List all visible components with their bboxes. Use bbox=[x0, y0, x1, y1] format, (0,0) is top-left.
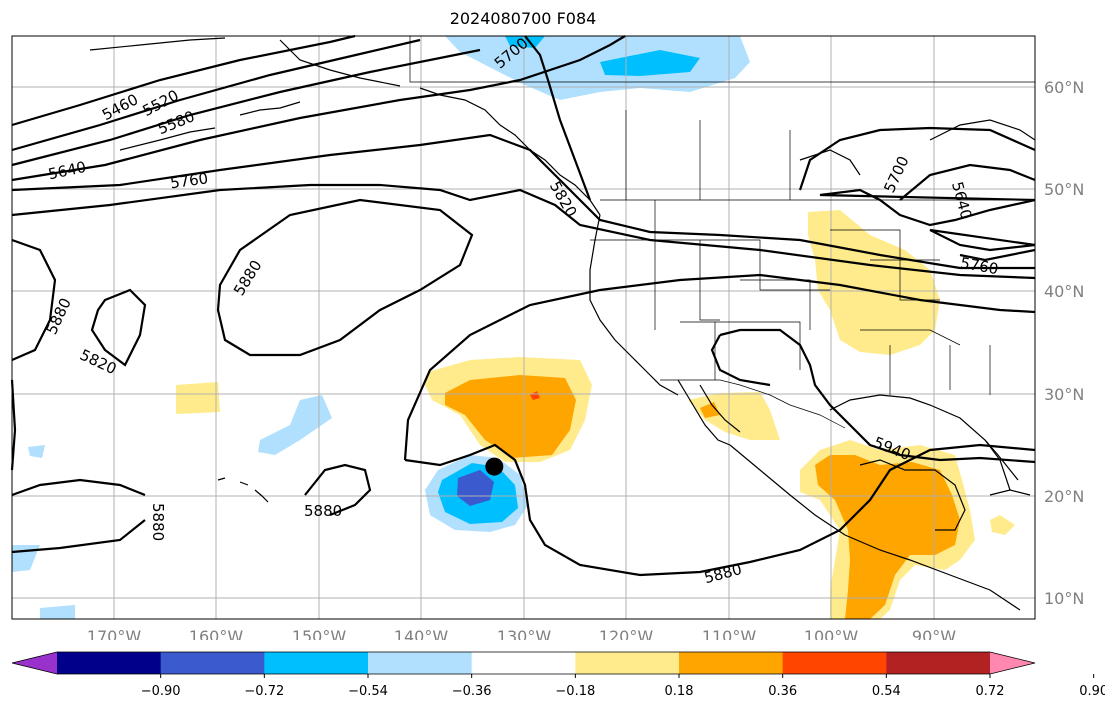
lon-label: 130°W bbox=[497, 627, 552, 640]
storm-position-marker bbox=[485, 457, 504, 476]
contour-label: 5820 bbox=[77, 346, 119, 378]
colorbar-segment bbox=[575, 652, 680, 674]
map-frame bbox=[11, 35, 1036, 620]
coastlines bbox=[89, 37, 1036, 611]
colorbar-tick-label: 0.18 bbox=[665, 684, 694, 699]
lon-label: 100°W bbox=[804, 627, 859, 640]
colorbar-ticks: −0.90 −0.72 −0.54 −0.36 −0.18 0.18 0.36 0.54 0.7… bbox=[141, 674, 1105, 699]
lon-label: 120°W bbox=[599, 627, 654, 640]
colorbar-tick-label: 0.72 bbox=[976, 684, 1005, 699]
lon-label: 170°W bbox=[87, 627, 142, 640]
contour-label: 5880 bbox=[42, 295, 74, 337]
lat-label: 20°N bbox=[1044, 487, 1084, 506]
lat-label: 40°N bbox=[1044, 282, 1084, 301]
contour-label: 5640 bbox=[47, 158, 88, 184]
colorbar-segment bbox=[471, 652, 576, 674]
lon-label: 110°W bbox=[702, 627, 757, 640]
contour-label: 5640 bbox=[948, 180, 975, 222]
colorbar-tick-label: −0.72 bbox=[244, 684, 284, 699]
lat-label: 10°N bbox=[1044, 589, 1084, 608]
colorbar-tick-label: 0.36 bbox=[768, 684, 797, 699]
map-title: 2024080700 F084 bbox=[449, 9, 597, 28]
colorbar-outline bbox=[11, 651, 1036, 675]
colorbar-extend-max bbox=[990, 652, 1035, 674]
lon-label: 150°W bbox=[292, 627, 347, 640]
lat-label: 60°N bbox=[1044, 78, 1084, 97]
colorbar-tick-label: −0.18 bbox=[555, 684, 595, 699]
lon-label: 90°W bbox=[912, 627, 956, 640]
contour-label: 5820 bbox=[546, 178, 581, 220]
colorbar-tick-label: 0.90 bbox=[1079, 684, 1105, 699]
contour-label: 5880 bbox=[149, 503, 167, 541]
colorbar-tick-label: −0.54 bbox=[348, 684, 388, 699]
colorbar-segment bbox=[782, 652, 887, 674]
colorbar-segments bbox=[11, 651, 1036, 675]
colorbar-segment bbox=[679, 652, 784, 674]
contour-label: 5880 bbox=[702, 560, 744, 587]
political-borders bbox=[409, 36, 1035, 429]
colorbar-segment bbox=[264, 652, 369, 674]
weather-map: 5460 5520 5580 5640 5760 5700 5820 5880 … bbox=[10, 34, 1084, 640]
colorbar-segment bbox=[160, 652, 265, 674]
colorbar: −0.90 −0.72 −0.54 −0.36 −0.18 0.18 0.36 0.54 0.7… bbox=[11, 651, 1105, 699]
colorbar-extend-min bbox=[12, 652, 57, 674]
lat-label: 30°N bbox=[1044, 385, 1084, 404]
contour-label: 5880 bbox=[304, 502, 342, 520]
lat-lon-grid bbox=[12, 36, 1035, 619]
height-contours bbox=[10, 34, 1036, 577]
contour-label: 5760 bbox=[169, 169, 209, 192]
lon-label: 140°W bbox=[394, 627, 449, 640]
colorbar-tick-label: −0.36 bbox=[452, 684, 492, 699]
colorbar-tick-label: 0.54 bbox=[872, 684, 901, 699]
colorbar-segment bbox=[368, 652, 473, 674]
lat-label: 50°N bbox=[1044, 180, 1084, 199]
latitude-labels: 60°N 50°N 40°N 30°N 20°N 10°N bbox=[1044, 78, 1084, 608]
lon-label: 160°W bbox=[189, 627, 244, 640]
contour-label: 5880 bbox=[230, 257, 266, 299]
longitude-labels: 170°W 160°W 150°W 140°W 130°W 120°W 110°… bbox=[87, 627, 956, 640]
colorbar-segment bbox=[886, 652, 991, 674]
colorbar-tick-label: −0.90 bbox=[141, 684, 181, 699]
colorbar-segment bbox=[57, 652, 162, 674]
